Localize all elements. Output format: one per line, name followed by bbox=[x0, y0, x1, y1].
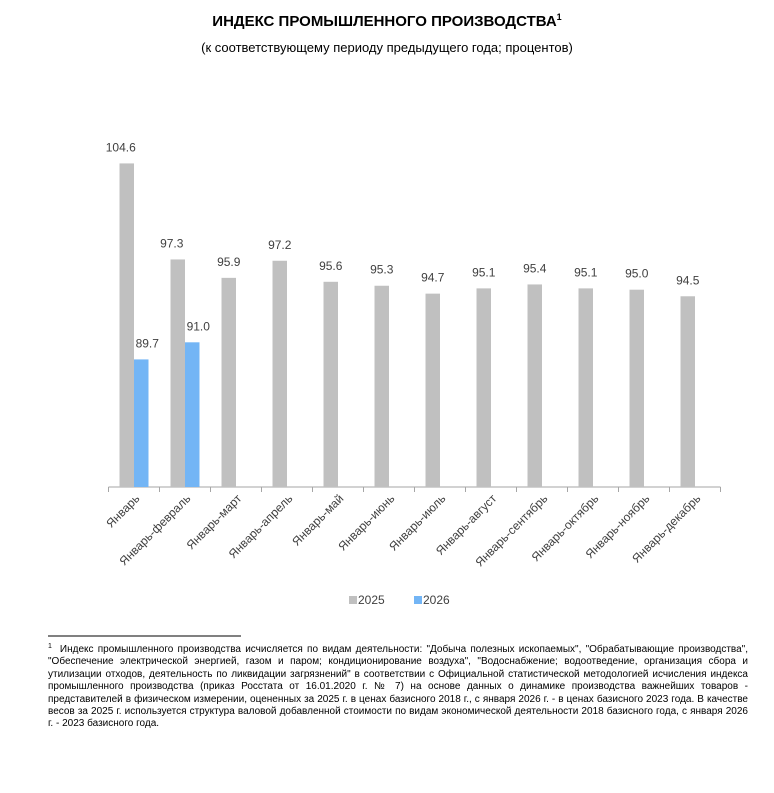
bar bbox=[185, 342, 200, 487]
value-label: 94.7 bbox=[421, 271, 445, 285]
value-label: 95.9 bbox=[217, 255, 241, 269]
value-label: 91.0 bbox=[187, 319, 211, 333]
bar bbox=[323, 281, 338, 487]
value-label: 95.4 bbox=[523, 261, 547, 275]
chart-subtitle: (к соответствующему периоду предыдущего … bbox=[201, 40, 573, 55]
value-label: 97.3 bbox=[160, 236, 184, 250]
value-label: 94.5 bbox=[676, 273, 700, 287]
value-label: 95.1 bbox=[574, 265, 598, 279]
value-label: 97.2 bbox=[268, 238, 292, 252]
value-label: 95.1 bbox=[472, 265, 496, 279]
footnote-marker: 1 bbox=[48, 643, 52, 650]
title-text: ИНДЕКС ПРОМЫШЛЕННОГО ПРОИЗВОДСТВА bbox=[212, 13, 557, 30]
value-label: 89.7 bbox=[136, 336, 160, 350]
footnote-rule bbox=[48, 635, 241, 637]
value-label: 95.3 bbox=[370, 263, 394, 277]
chart-title: ИНДЕКС ПРОМЫШЛЕННОГО ПРОИЗВОДСТВА1 bbox=[212, 12, 561, 30]
bar bbox=[629, 289, 644, 487]
bar bbox=[680, 296, 695, 487]
value-label: 95.6 bbox=[319, 259, 343, 273]
footnote-text: Индекс промышленного производства исчисл… bbox=[48, 644, 748, 730]
bar bbox=[134, 359, 149, 487]
legend-swatch bbox=[414, 596, 422, 604]
bar bbox=[272, 260, 287, 487]
chart: ИНДЕКС ПРОМЫШЛЕННОГО ПРОИЗВОДСТВА1 (к со… bbox=[103, 12, 721, 607]
legend-swatch bbox=[349, 596, 357, 604]
bar bbox=[374, 285, 389, 487]
value-label: 104.6 bbox=[106, 140, 136, 154]
bar bbox=[170, 259, 185, 487]
footnote: 1 Индекс промышленного производства исчис… bbox=[48, 641, 748, 731]
bar bbox=[578, 288, 593, 487]
title-superscript: 1 bbox=[557, 12, 562, 22]
bar bbox=[425, 293, 440, 487]
bar bbox=[221, 277, 236, 487]
bar bbox=[476, 288, 491, 487]
bar bbox=[119, 163, 134, 487]
bar bbox=[527, 284, 542, 487]
x-tick-label: Январь bbox=[103, 491, 142, 530]
legend-label: 2025 bbox=[358, 593, 385, 607]
value-label: 95.0 bbox=[625, 267, 649, 281]
legend-label: 2026 bbox=[423, 593, 450, 607]
